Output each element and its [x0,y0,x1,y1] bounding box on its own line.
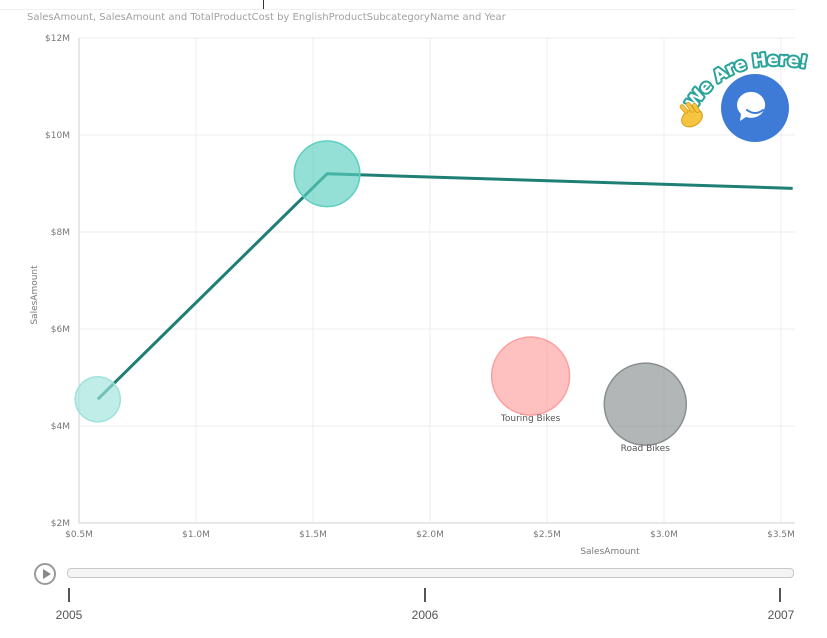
y-tick-label: $6M [51,325,70,335]
x-tick-label: $3.5M [767,530,795,540]
x-axis-title: SalesAmount [580,547,640,557]
chart-title: SalesAmount, SalesAmount and TotalProduc… [27,12,506,23]
trail-line [96,172,793,401]
y-tick-label: $2M [51,519,70,529]
year-label-2006[interactable]: 2006 [411,608,439,622]
gridlines [78,37,795,524]
y-tick-label: $8M [51,228,70,238]
axes: $2M $4M $6M $8M $10M $12M $0.5M $1.0M $1.5M $2.0M… [45,34,795,540]
x-tick-label: $2.5M [533,530,561,540]
y-tick-label: $12M [45,34,70,44]
x-tick-label: $3.0M [650,530,678,540]
year-tick-2006 [424,588,426,602]
x-tick-label: $1.0M [182,530,210,540]
bubble [293,140,361,208]
top-cursor-mark [263,0,264,9]
year-tick-2005 [68,588,70,602]
year-tick-2007 [779,588,781,602]
play-trail [96,172,793,401]
waving-hand-icon [679,102,703,128]
chat-bubble-icon[interactable] [721,74,789,142]
y-tick-label: $4M [51,422,70,432]
play-icon [43,569,51,579]
top-border [0,0,796,10]
play-button[interactable] [34,563,56,585]
play-axis-slider[interactable] [67,568,794,578]
bubble-label: Road Bikes [621,444,671,454]
bubble [490,336,571,416]
y-tick-label: $10M [45,131,70,141]
y-axis-title: SalesAmount [30,265,40,325]
bubble-label: Touring Bikes [500,414,561,424]
scatter-chart: $2M $4M $6M $8M $10M $12M $0.5M $1.0M $1.5M $2.0M… [30,34,795,557]
chat-widget[interactable]: We Are Here! [670,40,820,150]
x-tick-label: $1.5M [299,530,327,540]
bubble [603,362,688,446]
x-tick-label: $2.0M [416,530,444,540]
x-tick-label: $0.5M [65,530,93,540]
bubble [74,376,122,423]
play-axis: 2005 2006 2007 [0,560,800,638]
bubbles: Touring Bikes Road Bikes [74,140,688,454]
year-label-2005[interactable]: 2005 [55,608,83,622]
year-label-2007[interactable]: 2007 [767,608,795,622]
